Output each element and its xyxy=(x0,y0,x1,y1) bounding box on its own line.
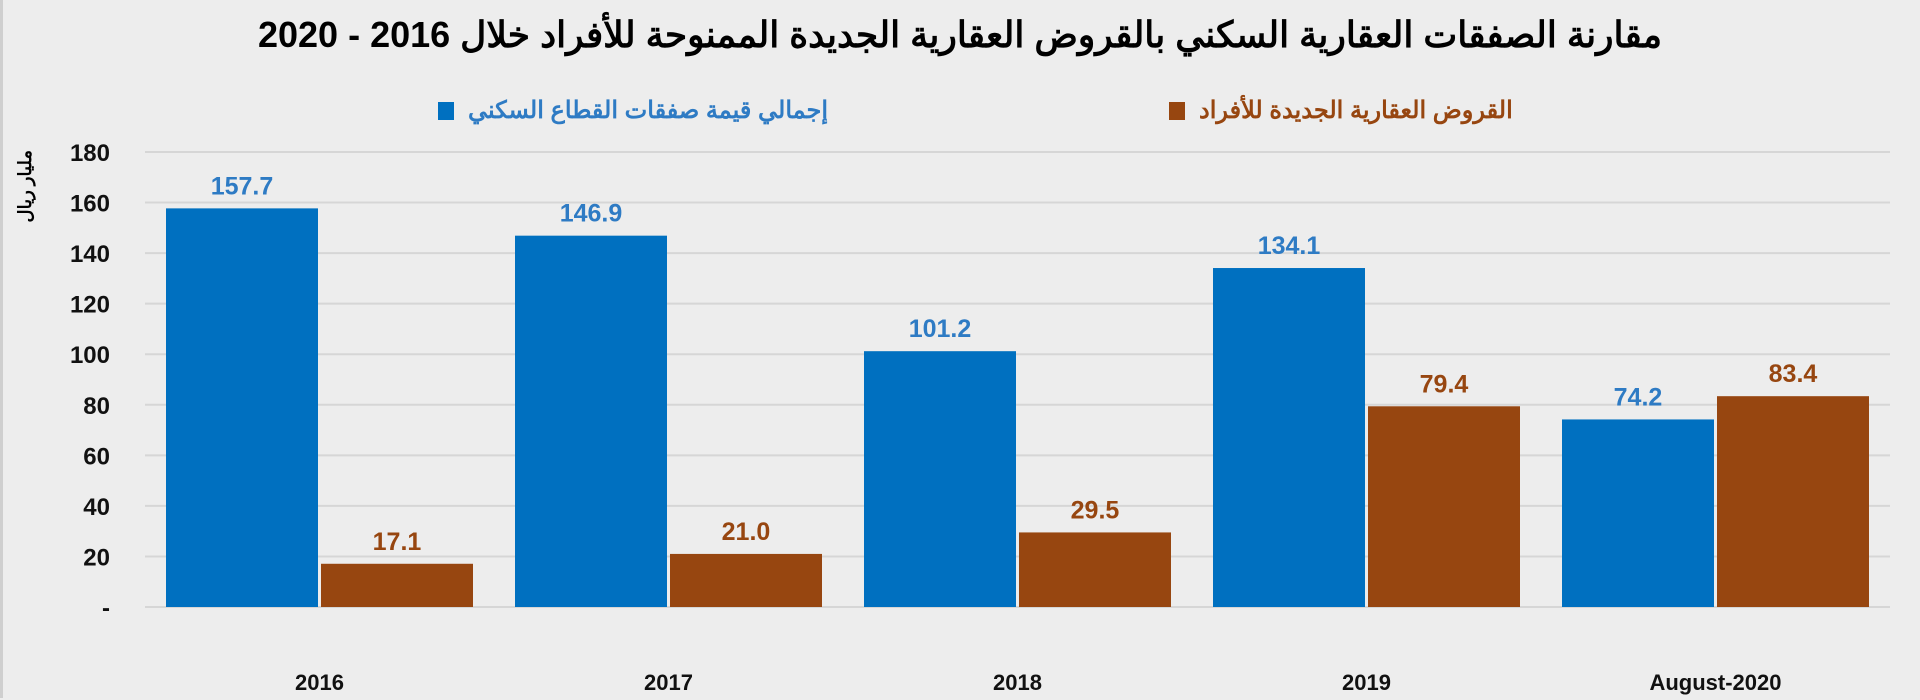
legend-item-sales: إجمالي قيمة صفقات القطاع السكني xyxy=(438,96,828,125)
bar-sales xyxy=(864,351,1016,607)
data-label: 134.1 xyxy=(1258,232,1321,260)
y-tick-label: 100 xyxy=(70,342,110,369)
bar-loans xyxy=(1368,406,1520,607)
bar-loans xyxy=(321,563,473,607)
x-tick-label: 2019 xyxy=(1342,670,1391,695)
y-tick-label: 140 xyxy=(70,241,110,268)
data-label: 79.4 xyxy=(1420,370,1469,398)
data-label: 74.2 xyxy=(1614,383,1663,411)
chart-title: مقارنة الصفقات العقارية السكني بالقروض ا… xyxy=(257,14,1662,55)
bar-loans xyxy=(670,553,822,607)
x-tick-label: August-2020 xyxy=(1649,670,1781,695)
y-tick-label: 80 xyxy=(83,393,110,420)
bar-sales xyxy=(515,235,667,608)
data-label: 146.9 xyxy=(560,200,623,228)
x-tick-label: 2018 xyxy=(993,670,1042,695)
data-label: 157.7 xyxy=(211,172,274,200)
legend-swatch-loans xyxy=(1169,101,1185,120)
legend-item-loans: القروض العقارية الجديدة للأفراد xyxy=(1169,96,1513,125)
y-tick-label: 40 xyxy=(83,494,110,521)
bar-sales xyxy=(166,208,318,607)
y-tick-label: 20 xyxy=(83,544,110,571)
bar-sales xyxy=(1562,419,1714,607)
legend-swatch-sales xyxy=(438,101,454,120)
bar-loans xyxy=(1019,532,1171,607)
y-tick-label: 180 xyxy=(70,140,110,167)
bar-loans xyxy=(1717,396,1869,607)
x-tick-label: 2016 xyxy=(295,670,344,695)
data-label: 29.5 xyxy=(1071,496,1120,524)
x-tick-label: 2017 xyxy=(644,670,693,695)
data-label: 21.0 xyxy=(722,518,771,546)
y-tick-label: - xyxy=(102,595,110,622)
data-label: 17.1 xyxy=(373,528,422,556)
data-label: 101.2 xyxy=(909,315,972,343)
y-tick-label: 160 xyxy=(70,191,110,218)
y-tick-label: 120 xyxy=(70,292,110,319)
y-tick-label: 60 xyxy=(83,443,110,470)
bar-sales xyxy=(1213,268,1365,607)
legend-label-sales: إجمالي قيمة صفقات القطاع السكني xyxy=(468,97,829,124)
data-label: 83.4 xyxy=(1769,360,1818,388)
legend-label-loans: القروض العقارية الجديدة للأفراد xyxy=(1199,97,1513,124)
